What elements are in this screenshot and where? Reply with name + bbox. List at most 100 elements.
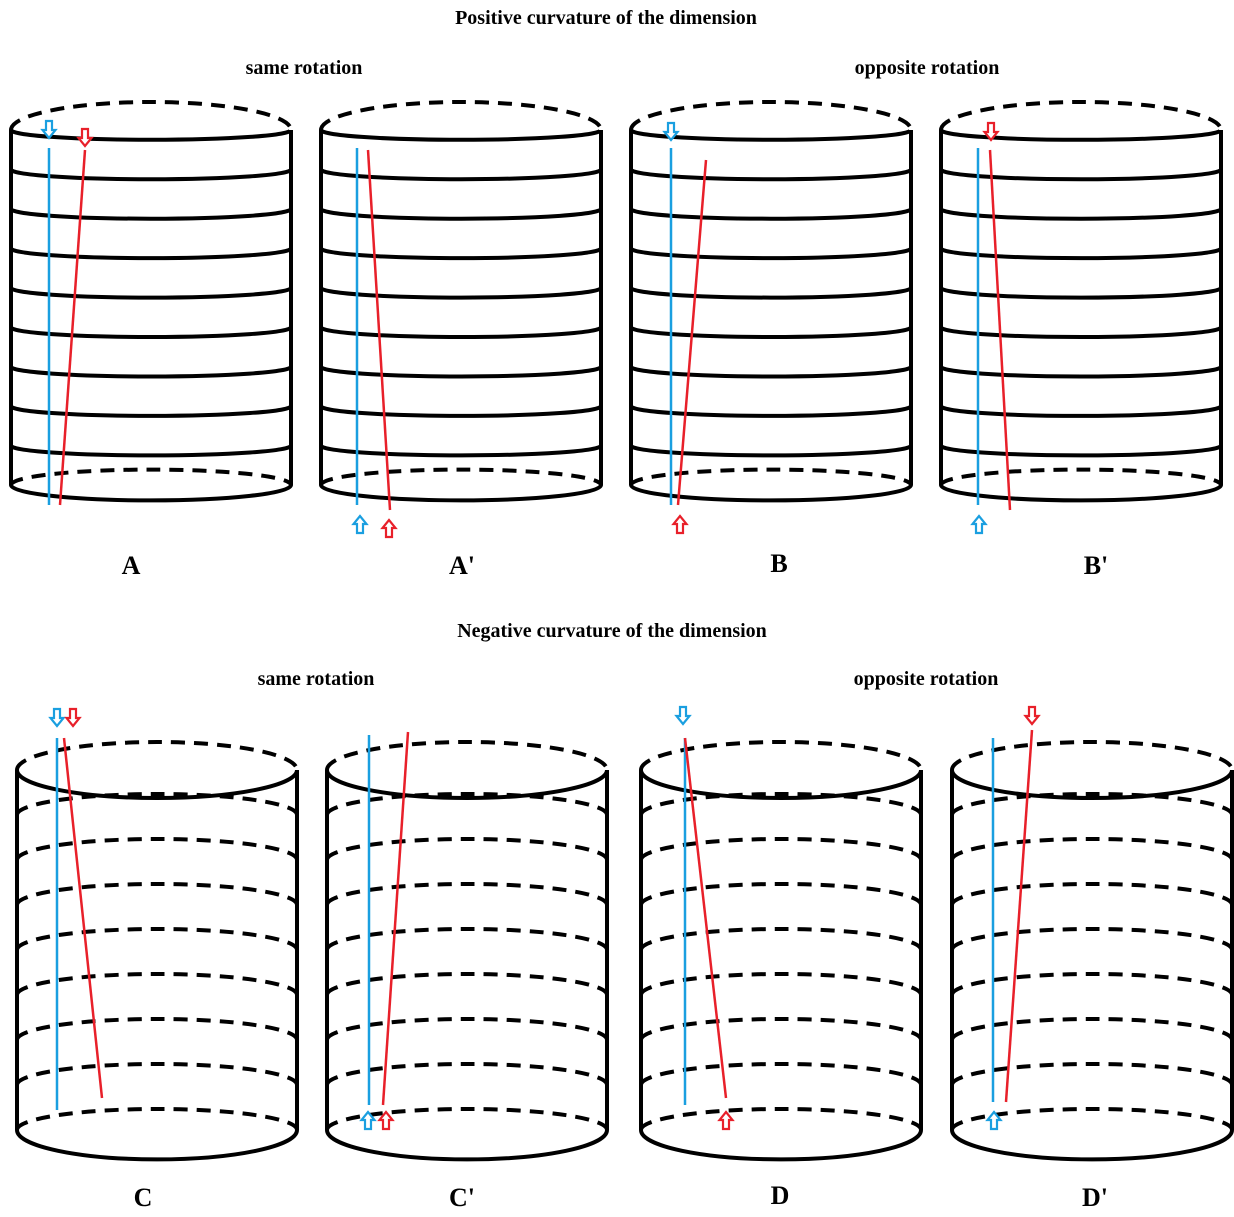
bottom-rim-back [939, 467, 1223, 486]
bottom-rim-front [9, 484, 293, 503]
top-rim-front [319, 129, 603, 142]
positive-cylinder-2 [319, 100, 603, 539]
top-rim-back [639, 740, 923, 771]
top-rim-front [9, 129, 293, 142]
coil-ring [319, 326, 603, 340]
coil-ring [319, 168, 603, 182]
coil-ring [9, 207, 293, 221]
coil-ring [950, 882, 1234, 906]
top-rim-front [325, 769, 609, 800]
negative-cylinder-1 [15, 707, 299, 1162]
negative-cylinder-3 [639, 705, 923, 1162]
coil-ring [629, 365, 913, 379]
coil-ring [939, 444, 1223, 458]
coil-ring [319, 444, 603, 458]
panel-label-b: B [770, 549, 787, 578]
coil-ring [939, 168, 1223, 182]
coil-ring [319, 207, 603, 221]
coil-ring [325, 1017, 609, 1041]
coil-ring [319, 405, 603, 418]
top-rim-front [15, 769, 299, 800]
up-arrow-icon [377, 1110, 395, 1131]
red-path-line [988, 149, 1012, 511]
coil-ring [639, 972, 923, 996]
red-path-line [1004, 729, 1034, 1103]
up-arrow-icon [985, 1110, 1003, 1131]
positive-section-title: Positive curvature of the dimension [455, 7, 757, 29]
bottom-rim-front [319, 484, 603, 503]
coil-ring [15, 972, 299, 996]
coil-ring [15, 882, 299, 906]
top-rim-back [325, 740, 609, 771]
bottom-rim-front [325, 1129, 609, 1162]
coil-ring [950, 837, 1234, 861]
coil-ring [9, 286, 293, 300]
coil-ring [629, 326, 913, 340]
coil-ring [639, 837, 923, 861]
bottom-rim-front [15, 1129, 299, 1162]
red-path-line [366, 149, 392, 511]
negative-same-rotation-label: same rotation [258, 668, 375, 690]
top-rim-front [639, 769, 923, 800]
panel-label-c-prime: C' [449, 1183, 475, 1212]
coil-ring [950, 1062, 1234, 1086]
up-arrow-icon [671, 514, 689, 535]
positive-same-rotation-label: same rotation [246, 57, 363, 79]
coil-ring [9, 365, 293, 379]
down-arrow-icon [674, 705, 692, 726]
coil-ring [9, 405, 293, 418]
coil-ring [639, 882, 923, 906]
coil-ring [325, 927, 609, 951]
negative-section-title: Negative curvature of the dimension [457, 620, 767, 642]
coil-ring [639, 1062, 923, 1086]
top-rim-back [15, 740, 299, 771]
top-rim-back [9, 100, 293, 131]
panel-label-a-prime: A' [449, 551, 475, 580]
coil-ring [9, 444, 293, 458]
down-arrow-icon [40, 119, 58, 140]
coil-ring [950, 1017, 1234, 1041]
bottom-rim-back [15, 1107, 299, 1131]
top-rim-back [950, 740, 1234, 771]
down-arrow-icon [982, 121, 1000, 142]
panel-label-a: A [122, 551, 141, 580]
panel-label-d-prime: D' [1082, 1183, 1108, 1212]
coil-ring [939, 286, 1223, 300]
bottom-rim-back [950, 1107, 1234, 1131]
bottom-rim-back [639, 1107, 923, 1131]
down-arrow-icon [64, 707, 82, 728]
down-arrow-icon [1023, 705, 1041, 726]
coil-ring [939, 247, 1223, 261]
coil-ring [950, 792, 1234, 816]
top-rim-back [319, 100, 603, 131]
coil-ring [939, 405, 1223, 418]
bottom-rim-front [629, 484, 913, 503]
red-path-line [676, 159, 708, 506]
coil-ring [325, 792, 609, 816]
coil-ring [639, 927, 923, 951]
coil-ring [15, 1062, 299, 1086]
coil-ring [939, 365, 1223, 379]
coil-ring [15, 837, 299, 861]
down-arrow-icon [662, 121, 680, 142]
bottom-rim-back [325, 1107, 609, 1131]
negative-opposite-rotation-label: opposite rotation [854, 668, 999, 690]
coil-ring [15, 1017, 299, 1041]
negative-cylinder-2 [325, 731, 609, 1162]
red-path-line [683, 737, 728, 1099]
bottom-rim-back [9, 467, 293, 486]
coil-ring [939, 207, 1223, 221]
panel-label-b-prime: B' [1084, 551, 1109, 580]
coil-ring [9, 168, 293, 182]
coil-ring [9, 326, 293, 340]
coil-ring [319, 365, 603, 379]
top-rim-back [629, 100, 913, 131]
top-rim-front [950, 769, 1234, 800]
coil-ring [325, 882, 609, 906]
up-arrow-icon [380, 518, 398, 539]
positive-cylinder-4 [939, 100, 1223, 535]
coil-ring [629, 207, 913, 221]
coil-ring [319, 286, 603, 300]
coil-ring [9, 247, 293, 261]
